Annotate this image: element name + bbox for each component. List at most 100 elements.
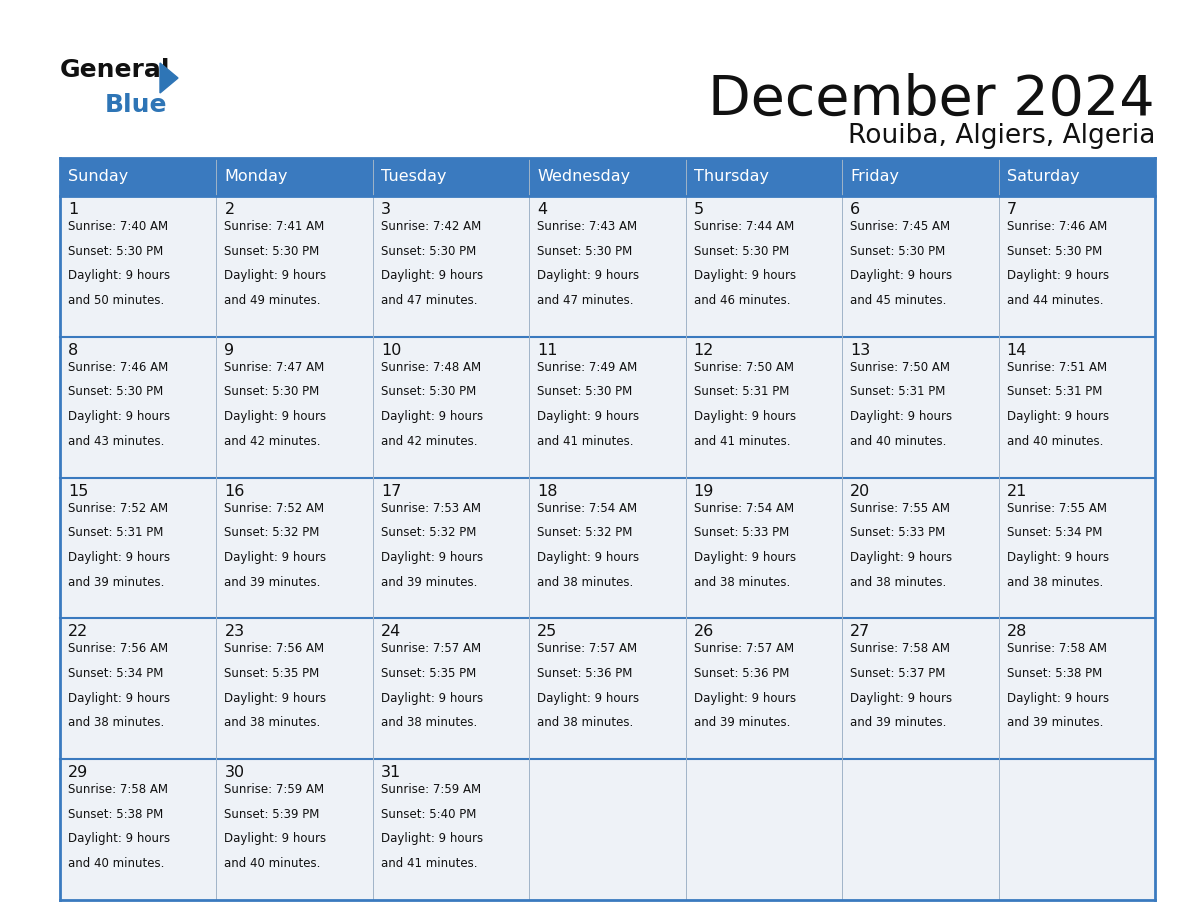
Text: Sunrise: 7:47 AM: Sunrise: 7:47 AM — [225, 361, 324, 374]
Text: 5: 5 — [694, 202, 703, 217]
Text: Sunset: 5:33 PM: Sunset: 5:33 PM — [694, 526, 789, 539]
Text: Sunrise: 7:57 AM: Sunrise: 7:57 AM — [381, 643, 481, 655]
Text: and 41 minutes.: and 41 minutes. — [537, 435, 633, 448]
Text: and 43 minutes.: and 43 minutes. — [68, 435, 164, 448]
Bar — [842, 619, 999, 759]
Text: and 38 minutes.: and 38 minutes. — [537, 716, 633, 729]
Text: 21: 21 — [1006, 484, 1026, 498]
Bar — [373, 759, 530, 900]
Text: 4: 4 — [537, 202, 548, 217]
Text: and 42 minutes.: and 42 minutes. — [381, 435, 478, 448]
Text: Sunset: 5:31 PM: Sunset: 5:31 PM — [694, 386, 789, 398]
Text: 8: 8 — [68, 342, 78, 358]
Text: and 39 minutes.: and 39 minutes. — [68, 576, 164, 588]
Bar — [530, 759, 685, 900]
Bar — [842, 196, 999, 337]
Text: Daylight: 9 hours: Daylight: 9 hours — [537, 410, 639, 423]
Text: Sunset: 5:36 PM: Sunset: 5:36 PM — [694, 667, 789, 680]
Text: Sunset: 5:30 PM: Sunset: 5:30 PM — [851, 244, 946, 258]
Text: Daylight: 9 hours: Daylight: 9 hours — [225, 691, 327, 705]
Bar — [373, 196, 530, 337]
Text: Rouiba, Algiers, Algeria: Rouiba, Algiers, Algeria — [847, 123, 1155, 149]
Text: 3: 3 — [381, 202, 391, 217]
Bar — [61, 196, 216, 337]
Text: Sunset: 5:36 PM: Sunset: 5:36 PM — [537, 667, 633, 680]
Text: Daylight: 9 hours: Daylight: 9 hours — [68, 410, 170, 423]
Text: Sunrise: 7:58 AM: Sunrise: 7:58 AM — [851, 643, 950, 655]
Text: 10: 10 — [381, 342, 402, 358]
Text: Sunset: 5:30 PM: Sunset: 5:30 PM — [537, 386, 632, 398]
Text: Sunset: 5:32 PM: Sunset: 5:32 PM — [225, 526, 320, 539]
Text: 19: 19 — [694, 484, 714, 498]
Text: General: General — [61, 58, 171, 82]
Text: Sunrise: 7:49 AM: Sunrise: 7:49 AM — [537, 361, 638, 374]
Text: Sunrise: 7:50 AM: Sunrise: 7:50 AM — [694, 361, 794, 374]
Polygon shape — [160, 63, 178, 93]
Text: and 45 minutes.: and 45 minutes. — [851, 294, 947, 307]
Text: and 39 minutes.: and 39 minutes. — [694, 716, 790, 729]
Bar — [685, 477, 842, 619]
Bar — [530, 477, 685, 619]
Bar — [216, 477, 373, 619]
Text: and 38 minutes.: and 38 minutes. — [851, 576, 947, 588]
Text: Sunrise: 7:42 AM: Sunrise: 7:42 AM — [381, 220, 481, 233]
Bar — [61, 477, 216, 619]
Text: Daylight: 9 hours: Daylight: 9 hours — [1006, 691, 1108, 705]
Text: Sunrise: 7:57 AM: Sunrise: 7:57 AM — [694, 643, 794, 655]
Text: and 38 minutes.: and 38 minutes. — [694, 576, 790, 588]
Bar — [842, 477, 999, 619]
Text: and 40 minutes.: and 40 minutes. — [68, 857, 164, 870]
Text: Sunrise: 7:46 AM: Sunrise: 7:46 AM — [68, 361, 169, 374]
Text: and 49 minutes.: and 49 minutes. — [225, 294, 321, 307]
Text: Sunrise: 7:51 AM: Sunrise: 7:51 AM — [1006, 361, 1107, 374]
Text: Sunrise: 7:46 AM: Sunrise: 7:46 AM — [1006, 220, 1107, 233]
Bar — [999, 337, 1155, 477]
Text: Sunset: 5:38 PM: Sunset: 5:38 PM — [68, 808, 163, 821]
Text: and 38 minutes.: and 38 minutes. — [537, 576, 633, 588]
Text: Sunset: 5:31 PM: Sunset: 5:31 PM — [1006, 386, 1102, 398]
Text: Friday: Friday — [851, 170, 899, 185]
Text: Sunset: 5:30 PM: Sunset: 5:30 PM — [225, 386, 320, 398]
Text: Daylight: 9 hours: Daylight: 9 hours — [851, 551, 953, 564]
Text: and 38 minutes.: and 38 minutes. — [1006, 576, 1102, 588]
Text: and 40 minutes.: and 40 minutes. — [851, 435, 947, 448]
Text: Sunset: 5:39 PM: Sunset: 5:39 PM — [225, 808, 320, 821]
Text: Sunset: 5:30 PM: Sunset: 5:30 PM — [68, 244, 163, 258]
Text: Sunrise: 7:43 AM: Sunrise: 7:43 AM — [537, 220, 638, 233]
Text: 25: 25 — [537, 624, 557, 640]
Text: Sunset: 5:38 PM: Sunset: 5:38 PM — [1006, 667, 1101, 680]
Text: 27: 27 — [851, 624, 871, 640]
Bar — [373, 619, 530, 759]
Text: and 40 minutes.: and 40 minutes. — [1006, 435, 1102, 448]
Text: Sunset: 5:30 PM: Sunset: 5:30 PM — [381, 386, 476, 398]
Text: and 39 minutes.: and 39 minutes. — [381, 576, 478, 588]
Text: Daylight: 9 hours: Daylight: 9 hours — [225, 410, 327, 423]
Text: 6: 6 — [851, 202, 860, 217]
Text: 28: 28 — [1006, 624, 1026, 640]
Text: Tuesday: Tuesday — [381, 170, 447, 185]
Text: Wednesday: Wednesday — [537, 170, 631, 185]
Text: 16: 16 — [225, 484, 245, 498]
Text: and 40 minutes.: and 40 minutes. — [225, 857, 321, 870]
Text: Sunset: 5:30 PM: Sunset: 5:30 PM — [381, 244, 476, 258]
Text: and 39 minutes.: and 39 minutes. — [1006, 716, 1102, 729]
Text: Sunset: 5:40 PM: Sunset: 5:40 PM — [381, 808, 476, 821]
Text: and 38 minutes.: and 38 minutes. — [225, 716, 321, 729]
Text: 13: 13 — [851, 342, 871, 358]
Text: Sunset: 5:30 PM: Sunset: 5:30 PM — [694, 244, 789, 258]
Text: Sunrise: 7:54 AM: Sunrise: 7:54 AM — [537, 501, 638, 515]
Text: Daylight: 9 hours: Daylight: 9 hours — [225, 551, 327, 564]
Text: Sunrise: 7:55 AM: Sunrise: 7:55 AM — [851, 501, 950, 515]
Bar — [216, 759, 373, 900]
Text: Sunrise: 7:56 AM: Sunrise: 7:56 AM — [225, 643, 324, 655]
Text: Daylight: 9 hours: Daylight: 9 hours — [68, 551, 170, 564]
Text: Sunrise: 7:57 AM: Sunrise: 7:57 AM — [537, 643, 638, 655]
Text: Sunset: 5:34 PM: Sunset: 5:34 PM — [68, 667, 164, 680]
Text: Sunset: 5:30 PM: Sunset: 5:30 PM — [537, 244, 632, 258]
Bar — [999, 759, 1155, 900]
Text: Sunrise: 7:56 AM: Sunrise: 7:56 AM — [68, 643, 169, 655]
Text: Daylight: 9 hours: Daylight: 9 hours — [225, 269, 327, 282]
Bar — [61, 158, 1155, 196]
Text: Sunrise: 7:52 AM: Sunrise: 7:52 AM — [225, 501, 324, 515]
Text: Sunset: 5:31 PM: Sunset: 5:31 PM — [68, 526, 164, 539]
